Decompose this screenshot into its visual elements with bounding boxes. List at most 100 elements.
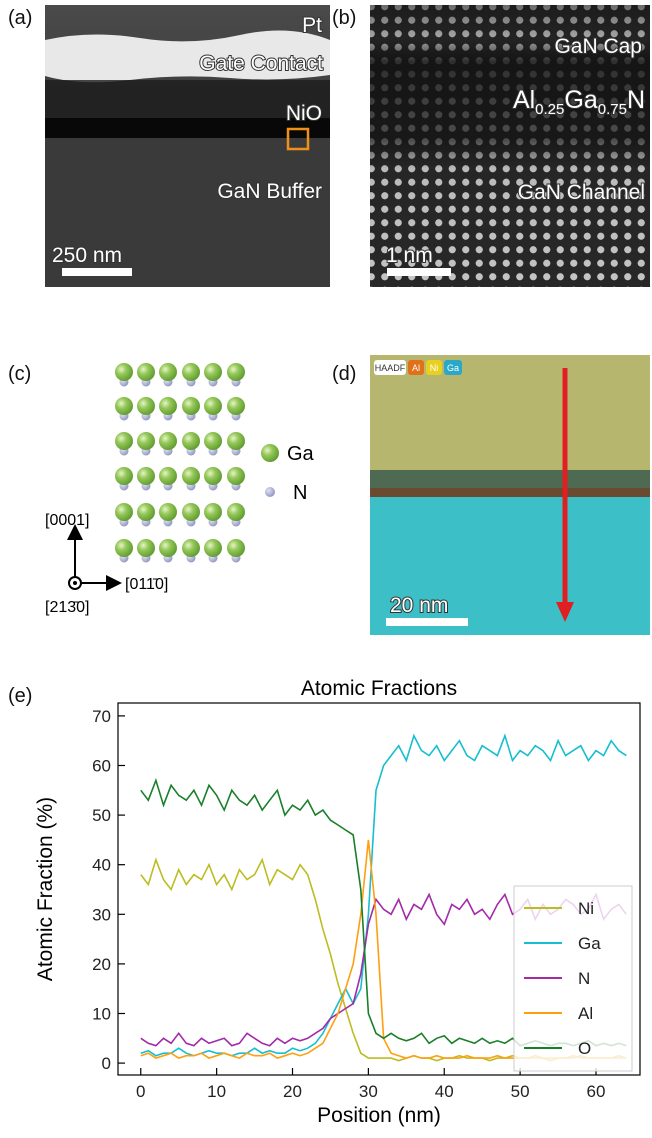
ga-atom	[137, 539, 155, 557]
eds-al	[370, 488, 650, 497]
ga-atom	[159, 503, 177, 521]
ga-key	[261, 444, 279, 462]
scale-bar	[387, 268, 451, 276]
ga-atom	[182, 503, 200, 521]
text: Ga	[564, 86, 597, 114]
x-axis-label: Position (nm)	[317, 1104, 441, 1127]
ga-atom	[182, 432, 200, 450]
x-tick-label: 40	[435, 1082, 454, 1101]
eds-tags: HAADF Al Ni Ga	[374, 360, 462, 375]
figure: (a) Pt Gate Contact NiO GaN Buffer 250 n…	[0, 0, 652, 1133]
scale-label: 20 nm	[390, 594, 448, 617]
ga-atom	[227, 539, 245, 557]
x-tick-label: 20	[283, 1082, 302, 1101]
y-tick-label: 10	[92, 1004, 111, 1023]
ga-atom	[227, 467, 245, 485]
text: Al	[513, 86, 535, 114]
legend-label: Ga	[578, 934, 601, 953]
y-tick-label: 40	[92, 856, 111, 875]
ga-atom	[115, 503, 133, 521]
layer-label: GaN Buffer	[217, 180, 322, 203]
subscript: 0.25	[535, 101, 564, 118]
ga-atom	[137, 397, 155, 415]
axis-label: [011̄0]	[125, 576, 168, 593]
layer-label: GaN Cap	[554, 35, 642, 58]
y-axis-label: Atomic Fraction (%)	[34, 797, 57, 981]
legend-label: N	[293, 482, 307, 504]
subscript: 0.75	[598, 101, 627, 118]
ga-atom	[182, 467, 200, 485]
x-tick-label: 10	[207, 1082, 226, 1101]
ga-atom	[204, 432, 222, 450]
legend-label: Al	[578, 1004, 593, 1023]
y-tick-label: 50	[92, 806, 111, 825]
scale-label: 250 nm	[52, 244, 122, 267]
tag-label: Ni	[430, 363, 439, 373]
panel-b: (b) GaN Cap Al0.25Ga0.75N GaN Channel 1 …	[332, 5, 650, 287]
ga-atom	[115, 397, 133, 415]
ga-atom	[159, 397, 177, 415]
ga-atom	[137, 467, 155, 485]
y-tick-label: 30	[92, 905, 111, 924]
ga-atom	[159, 467, 177, 485]
panel-label: (e)	[8, 685, 32, 707]
scale-bar	[386, 618, 468, 626]
ga-atom	[204, 397, 222, 415]
ga-atom	[159, 363, 177, 381]
y-tick-label: 60	[92, 756, 111, 775]
y-tick-label: 20	[92, 955, 111, 974]
scale-bar	[62, 268, 132, 276]
ga-atom	[227, 503, 245, 521]
panel-e: (e) Atomic Fractions Position (nm) Atomi…	[8, 677, 640, 1127]
y-tick-label: 0	[102, 1054, 111, 1073]
ga-atom	[227, 432, 245, 450]
layer-label: Gate Contact	[199, 52, 323, 75]
axis-label: [213̄0]	[45, 599, 89, 616]
scale-label: 1 nm	[386, 244, 433, 267]
ga-atom	[204, 503, 222, 521]
n-key	[265, 487, 275, 497]
layer-label: Pt	[302, 14, 322, 37]
panel-label: (c)	[8, 363, 31, 385]
ga-atom	[227, 363, 245, 381]
legend-label: Ga	[287, 443, 315, 465]
panel-d: (d) HAADF Al Ni Ga 20 nm	[332, 355, 650, 635]
x-tick-label: 60	[587, 1082, 606, 1101]
ga-atom	[182, 363, 200, 381]
y-tick-label: 70	[92, 707, 111, 726]
ga-atom	[182, 539, 200, 557]
ga-atom	[204, 467, 222, 485]
layer-label: NiO	[286, 102, 322, 125]
x-tick-label: 30	[359, 1082, 378, 1101]
panel-label: (b)	[332, 7, 356, 29]
ga-atom	[115, 467, 133, 485]
legend-label: O	[578, 1039, 591, 1058]
text: N	[627, 86, 645, 114]
ga-atom	[182, 397, 200, 415]
ga-atom	[204, 539, 222, 557]
tag-label: Al	[412, 363, 420, 373]
ga-atom	[159, 539, 177, 557]
ga-atom	[137, 432, 155, 450]
axis-label: [0001]	[45, 512, 89, 529]
ga-atom	[115, 363, 133, 381]
x-tick-label: 0	[136, 1082, 145, 1101]
ga-atom	[115, 432, 133, 450]
ga-atom	[115, 539, 133, 557]
panel-a: (a) Pt Gate Contact NiO GaN Buffer 250 n…	[8, 5, 330, 287]
ga-atom	[159, 432, 177, 450]
eds-interface	[370, 470, 650, 490]
layer-label: GaN Channel	[518, 181, 645, 204]
panel-c: (c) Ga N [0001] [011̄0] [213̄0]	[8, 363, 315, 616]
chart-title: Atomic Fractions	[301, 677, 457, 700]
legend-label: Ni	[578, 899, 594, 918]
x-tick-label: 50	[511, 1082, 530, 1101]
ga-atom	[137, 363, 155, 381]
tag-label: HAADF	[375, 363, 406, 373]
ga-atom	[204, 363, 222, 381]
panel-label: (a)	[8, 7, 32, 29]
ga-atom	[227, 397, 245, 415]
panel-label: (d)	[332, 363, 356, 385]
legend-label: N	[578, 969, 590, 988]
axis-dot	[73, 581, 77, 585]
